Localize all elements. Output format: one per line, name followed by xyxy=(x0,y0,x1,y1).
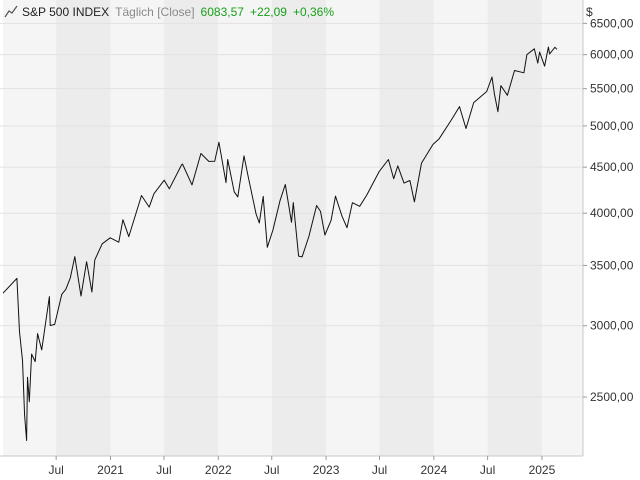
change-percent: +0,36% xyxy=(292,5,335,19)
background-band xyxy=(163,0,219,456)
x-tick-label: Jul xyxy=(48,463,63,477)
y-tick-label: 6000,00 xyxy=(590,48,634,62)
y-tick-label: 4500,00 xyxy=(590,160,634,174)
line-chart-icon[interactable] xyxy=(4,5,18,19)
background-band xyxy=(271,0,327,456)
x-tick-label: Jul xyxy=(372,463,387,477)
frequency-label[interactable]: Täglich [Close] xyxy=(115,5,195,19)
background-band xyxy=(3,0,57,456)
x-tick-label: 2025 xyxy=(529,463,556,477)
x-tick-label: Jul xyxy=(480,463,495,477)
y-tick-label: 5000,00 xyxy=(590,119,634,133)
last-value: 6083,57 xyxy=(200,5,244,19)
year-half-bands xyxy=(3,0,583,456)
background-band xyxy=(541,0,583,456)
background-band xyxy=(433,0,488,456)
x-tick-label: Jul xyxy=(156,463,171,477)
background-band xyxy=(326,0,380,456)
chart-header: S&P 500 INDEX Täglich [Close] 6083,57 +2… xyxy=(4,4,340,20)
grid-lines xyxy=(0,22,583,398)
background-band xyxy=(110,0,164,456)
x-tick-label: 2022 xyxy=(205,463,232,477)
y-tick-label: 6500,00 xyxy=(590,16,634,30)
x-tick-label: Jul xyxy=(264,463,279,477)
x-tick-label: 2024 xyxy=(421,463,448,477)
y-tick-label: 4000,00 xyxy=(590,206,634,220)
change-value: +22,09 xyxy=(249,5,287,19)
x-tick-label: 2021 xyxy=(97,463,124,477)
series-line xyxy=(2,46,558,441)
y-tick-label: 2500,00 xyxy=(590,390,634,404)
instrument-name[interactable]: S&P 500 INDEX xyxy=(22,5,110,19)
background-band xyxy=(487,0,542,456)
background-band xyxy=(56,0,111,456)
x-tick-label: 2023 xyxy=(313,463,340,477)
x-axis-ticks: Jul 2021 Jul 2022 Jul 2023 Jul 2024 Jul 2025 xyxy=(48,456,556,477)
background-band xyxy=(218,0,272,456)
currency-label: $ xyxy=(586,5,593,19)
background-band xyxy=(379,0,434,456)
y-tick-label: 5500,00 xyxy=(590,82,634,96)
y-axis-ticks: 2500,00 3000,00 3500,00 4000,00 4500,00 5000,… xyxy=(583,16,634,404)
y-tick-label: 3000,00 xyxy=(590,319,634,333)
y-tick-label: 3500,00 xyxy=(590,258,634,272)
